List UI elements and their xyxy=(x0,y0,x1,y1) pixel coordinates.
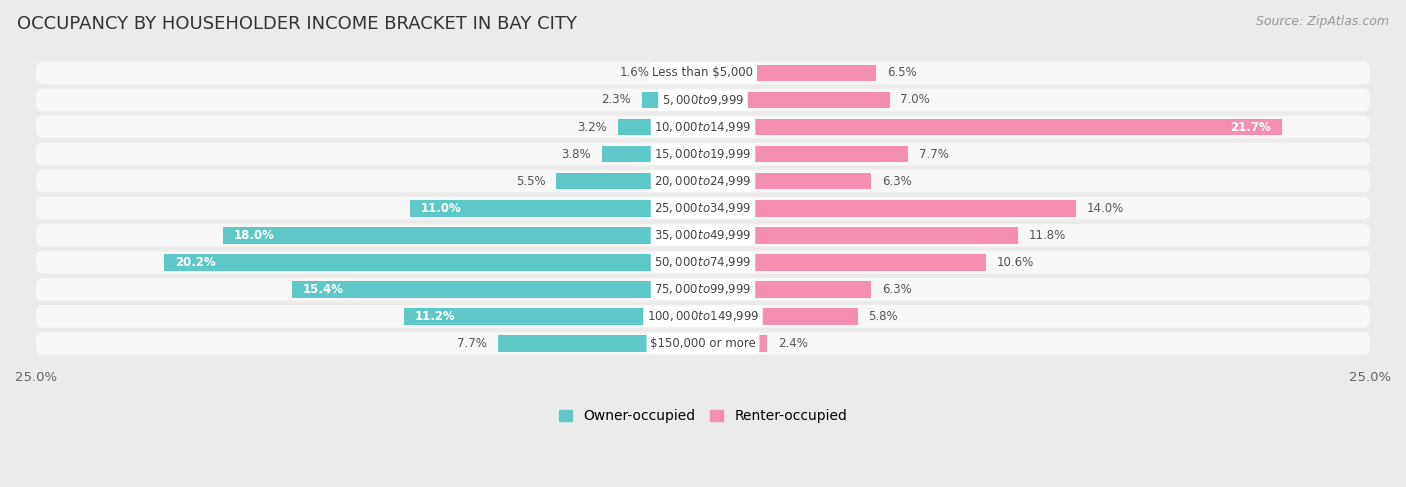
Bar xyxy=(703,64,876,81)
Text: 11.8%: 11.8% xyxy=(1028,229,1066,242)
Bar xyxy=(409,200,703,217)
Bar xyxy=(703,146,908,163)
FancyBboxPatch shape xyxy=(37,305,1369,328)
Text: Less than $5,000: Less than $5,000 xyxy=(652,66,754,79)
Bar xyxy=(703,227,1018,244)
Text: 7.7%: 7.7% xyxy=(920,148,949,161)
Text: 10.6%: 10.6% xyxy=(997,256,1033,269)
Text: 1.6%: 1.6% xyxy=(620,66,650,79)
FancyBboxPatch shape xyxy=(37,89,1369,112)
Text: $20,000 to $24,999: $20,000 to $24,999 xyxy=(654,174,752,188)
Bar xyxy=(557,173,703,189)
FancyBboxPatch shape xyxy=(37,115,1369,138)
Text: 11.0%: 11.0% xyxy=(420,202,461,215)
Bar xyxy=(703,92,890,108)
FancyBboxPatch shape xyxy=(37,170,1369,192)
Text: 14.0%: 14.0% xyxy=(1087,202,1125,215)
Bar xyxy=(703,281,872,298)
Text: 11.2%: 11.2% xyxy=(415,310,456,323)
Bar xyxy=(703,119,1282,135)
Bar xyxy=(703,254,986,271)
Text: 5.8%: 5.8% xyxy=(869,310,898,323)
Text: 6.5%: 6.5% xyxy=(887,66,917,79)
Text: $35,000 to $49,999: $35,000 to $49,999 xyxy=(654,228,752,242)
Text: $10,000 to $14,999: $10,000 to $14,999 xyxy=(654,120,752,134)
Text: 18.0%: 18.0% xyxy=(233,229,274,242)
Text: OCCUPANCY BY HOUSEHOLDER INCOME BRACKET IN BAY CITY: OCCUPANCY BY HOUSEHOLDER INCOME BRACKET … xyxy=(17,15,576,33)
Text: $5,000 to $9,999: $5,000 to $9,999 xyxy=(662,93,744,107)
Bar xyxy=(404,308,703,325)
Text: $50,000 to $74,999: $50,000 to $74,999 xyxy=(654,255,752,269)
Text: 21.7%: 21.7% xyxy=(1230,120,1271,133)
Bar xyxy=(703,173,872,189)
Bar xyxy=(498,335,703,352)
Text: 3.8%: 3.8% xyxy=(561,148,591,161)
Text: $100,000 to $149,999: $100,000 to $149,999 xyxy=(647,309,759,323)
FancyBboxPatch shape xyxy=(37,224,1369,246)
Text: Source: ZipAtlas.com: Source: ZipAtlas.com xyxy=(1256,15,1389,28)
Bar xyxy=(602,146,703,163)
FancyBboxPatch shape xyxy=(37,332,1369,355)
Text: 6.3%: 6.3% xyxy=(882,175,911,187)
Text: 15.4%: 15.4% xyxy=(302,283,344,296)
Text: 7.0%: 7.0% xyxy=(900,94,931,107)
Bar xyxy=(661,64,703,81)
Bar xyxy=(617,119,703,135)
Legend: Owner-occupied, Renter-occupied: Owner-occupied, Renter-occupied xyxy=(558,409,848,423)
Text: 20.2%: 20.2% xyxy=(174,256,215,269)
Text: $25,000 to $34,999: $25,000 to $34,999 xyxy=(654,201,752,215)
Bar xyxy=(703,335,768,352)
FancyBboxPatch shape xyxy=(37,61,1369,84)
Bar xyxy=(703,200,1077,217)
Text: 2.4%: 2.4% xyxy=(778,337,807,350)
FancyBboxPatch shape xyxy=(37,197,1369,220)
FancyBboxPatch shape xyxy=(37,251,1369,274)
Text: 2.3%: 2.3% xyxy=(602,94,631,107)
Bar xyxy=(165,254,703,271)
Text: $150,000 or more: $150,000 or more xyxy=(650,337,756,350)
Bar xyxy=(703,308,858,325)
Text: $75,000 to $99,999: $75,000 to $99,999 xyxy=(654,282,752,296)
FancyBboxPatch shape xyxy=(37,143,1369,166)
Text: 6.3%: 6.3% xyxy=(882,283,911,296)
Text: $15,000 to $19,999: $15,000 to $19,999 xyxy=(654,147,752,161)
Text: 7.7%: 7.7% xyxy=(457,337,486,350)
Bar xyxy=(222,227,703,244)
Bar xyxy=(641,92,703,108)
Text: 5.5%: 5.5% xyxy=(516,175,546,187)
Text: 3.2%: 3.2% xyxy=(578,120,607,133)
FancyBboxPatch shape xyxy=(37,278,1369,300)
Bar xyxy=(292,281,703,298)
